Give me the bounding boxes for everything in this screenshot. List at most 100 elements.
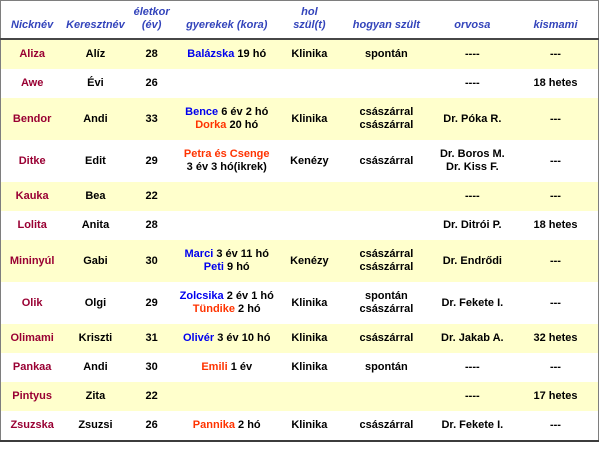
cell-children: Zolcsika 2 év 1 hó Tündike 2 hó: [176, 282, 278, 324]
column-header-age: életkor (év): [127, 0, 176, 40]
cell-line: 18 hetes: [533, 77, 578, 89]
cell-line: ---: [549, 419, 561, 431]
cell-firstname: Zsuzsi: [78, 419, 113, 431]
cell-nickname: Bendor: [12, 112, 52, 125]
cell-line: császárral: [359, 261, 414, 273]
cell-age: 26: [145, 77, 158, 89]
cell-line: Dr. Kiss F.: [446, 161, 499, 173]
cell-firstname: Anita: [81, 219, 110, 231]
cell-nickname: Lolita: [17, 219, 47, 231]
cell-doctor: Dr. Endrődi: [432, 240, 513, 282]
cell-kismami: ---: [513, 353, 599, 382]
cell-doctor: Dr. Fekete I.: [432, 411, 513, 441]
cell-birthhow: császárral császárral: [341, 98, 432, 140]
child-line: Emili 1 év: [178, 361, 276, 374]
cell-firstname: Edit: [85, 154, 106, 167]
table-row: Pintyus Zita 22 ---- 17 hetes: [0, 382, 599, 411]
cell-line: császárral: [359, 154, 414, 167]
cell-children: Petra és Csenge 3 év 3 hó(ikrek): [176, 140, 278, 182]
table-row: Olimami Kriszti 31 Olivér 3 év 10 hó Klinika…: [0, 324, 599, 353]
cell-line: spontán: [364, 361, 408, 373]
cell-birthplace: Klinika: [278, 39, 341, 69]
cell-firstname: Andi: [83, 112, 108, 125]
child-age-text: 19 hó: [234, 48, 267, 60]
cell-line: Klinika: [291, 419, 328, 431]
child-age-text: 9 hó: [223, 261, 250, 273]
cell-line: Klinika: [291, 296, 328, 309]
table-row: Kauka Bea 22 ---- ---: [0, 182, 599, 211]
cell-birthplace: [278, 69, 341, 98]
table-header: Nicknév Keresztnév életkor (év) gyerekek (k…: [0, 0, 599, 40]
table-row: Zsuzska Zsuzsi 26 Pannika 2 hó Klinika császá…: [0, 411, 599, 441]
cell-firstname: Kriszti: [78, 332, 113, 344]
column-header-birthplace: hol szül(t): [277, 0, 342, 40]
girl-child-name: Pannika: [192, 419, 235, 431]
cell-line: császárral: [359, 106, 414, 118]
cell-doctor: Dr. Ditrói P.: [432, 211, 513, 240]
cell-kismami: ---: [513, 411, 599, 441]
cell-line: ----: [465, 190, 480, 202]
child-line: 3 év 3 hó(ikrek): [178, 161, 276, 174]
cell-birthhow: spontán: [341, 39, 432, 69]
column-header-nickname: Nicknév: [0, 0, 64, 40]
cell-line: császárral: [359, 419, 414, 431]
cell-firstname: Olgi: [84, 296, 107, 309]
column-header-kismami: kismami: [512, 0, 599, 40]
table-row: Mininyúl Gabi 30 Marci 3 év 11 hó Peti 9 hó K…: [0, 240, 599, 282]
cell-firstname: Bea: [85, 190, 106, 202]
column-header-birthhow: hogyan szült: [341, 0, 432, 40]
cell-doctor: ----: [432, 69, 513, 98]
cell-birthhow: [341, 211, 432, 240]
cell-line: spontán: [364, 48, 408, 60]
column-header-doctor: orvosa: [431, 0, 513, 40]
cell-children: Pannika 2 hó: [176, 411, 278, 441]
child-age-text: 20 hó: [226, 119, 259, 131]
cell-birthhow: spontán: [341, 353, 432, 382]
cell-doctor: Dr. Fekete I.: [432, 282, 513, 324]
cell-firstname: Gabi: [83, 254, 108, 267]
child-age-text: 2 év 1 hó: [223, 290, 274, 302]
cell-children: Bence 6 év 2 hó Dorka 20 hó: [176, 98, 278, 140]
cell-doctor: ----: [432, 382, 513, 411]
cell-doctor: Dr. Póka R.: [432, 98, 513, 140]
cell-line: 17 hetes: [533, 390, 578, 402]
child-line: Bence 6 év 2 hó: [178, 106, 276, 119]
cell-children: Marci 3 év 11 hó Peti 9 hó: [176, 240, 278, 282]
cell-kismami: 18 hetes: [513, 211, 599, 240]
cell-doctor: ----: [432, 39, 513, 69]
cell-age: 26: [145, 419, 158, 431]
cell-nickname: Ditke: [18, 154, 46, 167]
column-header-children: gyerekek (kora): [175, 0, 278, 40]
cell-line: Dr. Endrődi: [442, 254, 502, 267]
cell-age: 22: [145, 390, 158, 402]
child-line: Peti 9 hó: [178, 261, 276, 274]
cell-birthplace: Klinika: [278, 324, 341, 353]
cell-nickname: Pankaa: [12, 361, 52, 373]
cell-line: ---: [549, 296, 561, 309]
cell-line: Dr. Ditrói P.: [443, 219, 502, 231]
cell-birthhow: császárral: [341, 411, 432, 441]
cell-doctor: ----: [432, 353, 513, 382]
cell-age: 29: [145, 296, 158, 309]
cell-firstname: Alíz: [85, 48, 106, 60]
cell-birthplace: [278, 211, 341, 240]
table-row: Ditke Edit 29 Petra és Csenge 3 év 3 hó(ikre…: [0, 140, 599, 182]
cell-birthplace: Klinika: [278, 282, 341, 324]
cell-line: Kenézy: [290, 254, 329, 267]
boy-child-name: Marci: [184, 248, 214, 260]
cell-age: 33: [145, 112, 158, 125]
child-line: Pannika 2 hó: [178, 419, 276, 432]
cell-line: Kenézy: [290, 154, 329, 167]
cell-line: ---: [549, 48, 561, 60]
cell-children: Balázska 19 hó: [176, 39, 278, 69]
cell-kismami: ---: [513, 39, 599, 69]
cell-birthplace: [278, 382, 341, 411]
cell-age: 31: [145, 332, 158, 344]
cell-nickname: Zsuzska: [10, 419, 54, 431]
table-row: Awe Évi 26 ---- 18 hetes: [0, 69, 599, 98]
cell-birthplace: [278, 182, 341, 211]
cell-nickname: Olik: [21, 296, 43, 309]
cell-birthplace: Klinika: [278, 98, 341, 140]
cell-line: császárral: [359, 248, 414, 260]
